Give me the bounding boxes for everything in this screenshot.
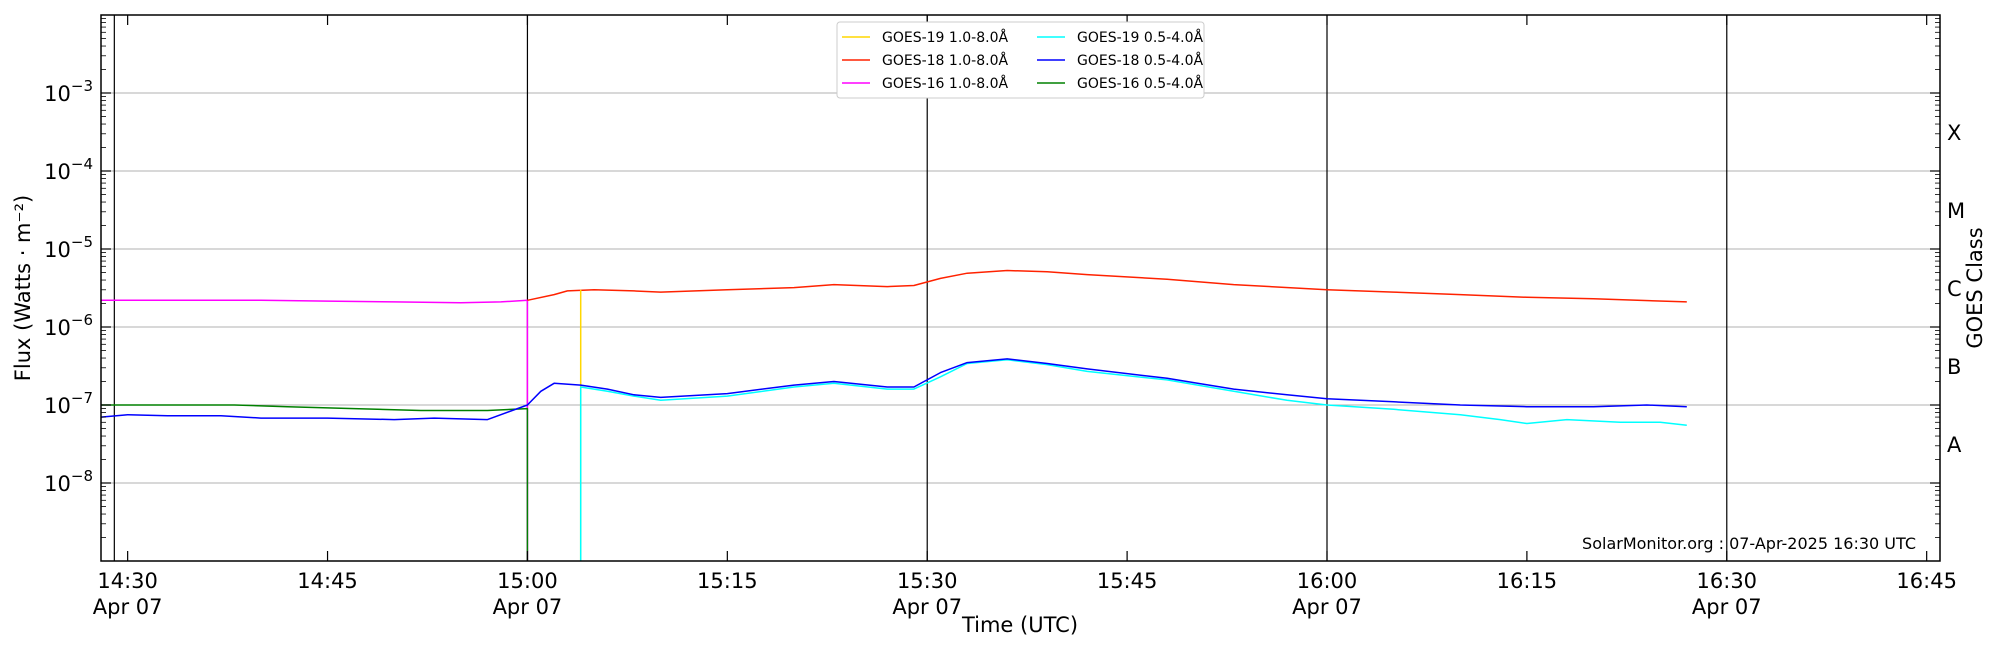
x-tick-label: 16:30 bbox=[1697, 569, 1758, 593]
y-tick-mantissa: 10 bbox=[44, 82, 71, 106]
x-tick-label: 15:00 bbox=[497, 569, 558, 593]
x-tick-label: 14:45 bbox=[297, 569, 358, 593]
legend-label: GOES-19 1.0-8.0Å bbox=[882, 29, 1008, 46]
y-tick-mantissa: 10 bbox=[44, 238, 71, 262]
x-tick-date-label: Apr 07 bbox=[892, 595, 962, 619]
x-tick-label: 16:45 bbox=[1896, 569, 1957, 593]
x-axis-title: Time (UTC) bbox=[961, 613, 1078, 637]
legend-label: GOES-18 0.5-4.0Å bbox=[1077, 52, 1203, 69]
x-tick-label: 16:15 bbox=[1497, 569, 1558, 593]
credit-text: SolarMonitor.org : 07-Apr-2025 16:30 UTC bbox=[1582, 534, 1916, 553]
y-tick-exponent: −4 bbox=[71, 155, 93, 173]
legend-label: GOES-16 1.0-8.0Å bbox=[882, 75, 1008, 92]
y-tick-exponent: −5 bbox=[71, 233, 93, 251]
x-tick-date-label: Apr 07 bbox=[1692, 595, 1762, 619]
series-line-goes-18-1-0-8-0 bbox=[527, 269, 1687, 303]
legend-box bbox=[836, 21, 1205, 99]
y-tick-label: 10−5 bbox=[44, 233, 93, 262]
y-tick-exponent: −6 bbox=[71, 311, 93, 329]
series-lines bbox=[100, 269, 1687, 561]
y-tick-exponent: −7 bbox=[71, 389, 93, 407]
x-tick-label: 15:15 bbox=[697, 569, 758, 593]
y-tick-label: 10−8 bbox=[44, 467, 93, 496]
y-tick-label: 10−3 bbox=[44, 77, 93, 106]
y-tick-exponent: −3 bbox=[71, 77, 93, 95]
y-axis-ticks: 10−810−710−610−510−410−3 bbox=[44, 18, 1940, 538]
legend-label: GOES-16 0.5-4.0Å bbox=[1077, 75, 1203, 92]
goes-class-label: X bbox=[1947, 121, 1961, 145]
x-tick-date-label: Apr 07 bbox=[93, 595, 163, 619]
y-tick-label: 10−6 bbox=[44, 311, 93, 340]
y-axis-title: Flux (Watts · m⁻²) bbox=[11, 195, 35, 381]
goes-class-labels: A B C M X bbox=[1947, 121, 1965, 457]
x-tick-label: 16:00 bbox=[1297, 569, 1358, 593]
legend-label: GOES-19 0.5-4.0Å bbox=[1077, 29, 1203, 46]
legend: GOES-19 1.0-8.0Å GOES-18 1.0-8.0Å GOES-16 … bbox=[836, 21, 1205, 99]
y-tick-label: 10−4 bbox=[44, 155, 93, 184]
series-line-goes-16-1-0-8-0 bbox=[101, 299, 529, 561]
goes-class-label: B bbox=[1947, 355, 1961, 379]
y-tick-exponent: −8 bbox=[71, 467, 93, 485]
y-tick-mantissa: 10 bbox=[44, 316, 71, 340]
y-tick-mantissa: 10 bbox=[44, 160, 71, 184]
y-tick-label: 10−7 bbox=[44, 389, 93, 418]
x-tick-label: 15:30 bbox=[897, 569, 958, 593]
day-markers bbox=[113, 15, 1728, 561]
series-line-goes-19-0-5-4-0 bbox=[579, 359, 1687, 561]
y-tick-mantissa: 10 bbox=[44, 394, 71, 418]
x-tick-label: 14:30 bbox=[97, 569, 158, 593]
goes-class-label: C bbox=[1947, 277, 1962, 301]
goes-class-label: A bbox=[1947, 433, 1962, 457]
y-tick-mantissa: 10 bbox=[44, 472, 71, 496]
legend-label: GOES-18 1.0-8.0Å bbox=[882, 52, 1008, 69]
x-tick-date-label: Apr 07 bbox=[1292, 595, 1362, 619]
goes-class-label: M bbox=[1947, 199, 1965, 223]
series-line-goes-18-0-5-4-0 bbox=[100, 358, 1687, 421]
goes-class-axis-title: GOES Class bbox=[1963, 227, 1987, 348]
plot-frame bbox=[100, 14, 1941, 562]
x-tick-label: 15:45 bbox=[1097, 569, 1158, 593]
x-tick-date-label: Apr 07 bbox=[493, 595, 563, 619]
